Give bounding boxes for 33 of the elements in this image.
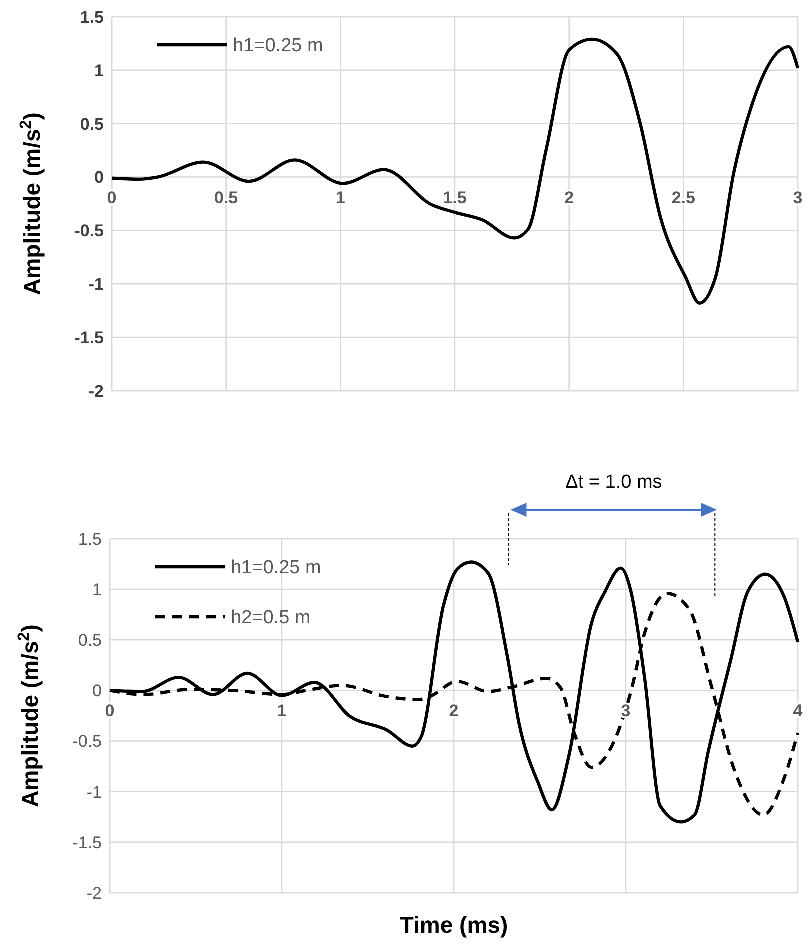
x-tick-label: 1 bbox=[277, 702, 287, 721]
x-tick-label: 2 bbox=[449, 702, 459, 721]
x-tick-label: 1.5 bbox=[443, 188, 467, 208]
y-tick-label: -1 bbox=[86, 782, 102, 802]
legend-label: h1=0.25 m bbox=[231, 558, 322, 579]
y-tick-label: 0 bbox=[92, 682, 102, 701]
x-tick-label: 0 bbox=[107, 188, 117, 208]
y-tick-label: 0.5 bbox=[78, 631, 102, 650]
legend-label: h2=0.5 m bbox=[231, 608, 311, 629]
y-tick-label: -1.5 bbox=[72, 833, 102, 852]
y-tick-label: -0.5 bbox=[72, 732, 102, 752]
x-tick-label: 1 bbox=[336, 188, 346, 208]
y-tick-label: 1.5 bbox=[78, 530, 102, 549]
y-tick-label: -0.5 bbox=[74, 222, 104, 241]
x-tick-label: 3 bbox=[621, 702, 631, 721]
x-tick-label: 0.5 bbox=[214, 188, 238, 208]
text: Δt = 1.0 ms bbox=[566, 472, 662, 493]
y-tick-label: -2 bbox=[88, 382, 104, 401]
x-tick-label: 2.5 bbox=[672, 188, 696, 208]
legend-label: h1=0.25 m bbox=[233, 36, 324, 57]
line-series bbox=[110, 38, 800, 305]
y-tick-label: -2 bbox=[86, 884, 102, 903]
y-tick-label: 1.5 bbox=[80, 8, 104, 27]
x-axis-title: Time (ms) bbox=[400, 912, 508, 938]
y-tick-label: -1 bbox=[88, 275, 104, 294]
y-tick-label: 1 bbox=[94, 61, 104, 80]
x-tick-label: 2 bbox=[564, 188, 574, 208]
x-tick-label: 3 bbox=[793, 188, 803, 208]
y-tick-label: 0.5 bbox=[80, 114, 104, 134]
y-tick-label: -1.5 bbox=[74, 328, 104, 348]
y-tick-label: 1 bbox=[92, 580, 102, 600]
y-tick-label: 0 bbox=[94, 168, 104, 188]
x-tick-label: 4 bbox=[793, 702, 804, 721]
